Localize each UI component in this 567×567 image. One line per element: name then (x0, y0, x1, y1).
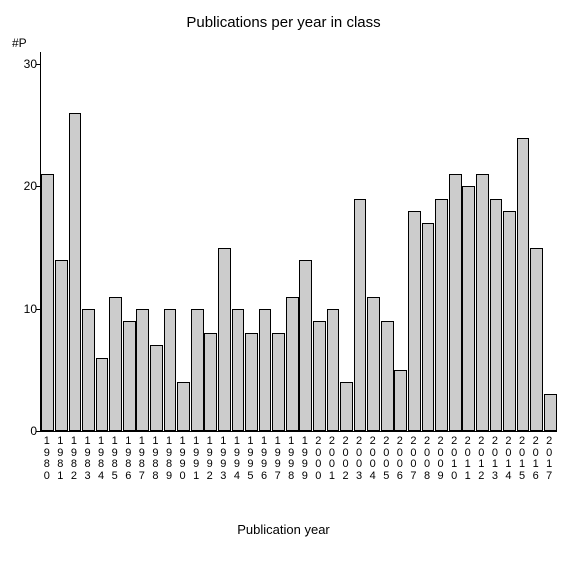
x-tick-label: 1 9 8 0 (41, 436, 53, 482)
bar (286, 297, 299, 431)
bar (327, 309, 340, 431)
x-tick-label: 2 0 0 4 (367, 436, 379, 482)
x-tick-label: 2 0 0 3 (353, 436, 365, 482)
bar (408, 211, 421, 431)
bar (462, 186, 475, 431)
bar (381, 321, 394, 431)
bar (340, 382, 353, 431)
bar (367, 297, 380, 431)
bar (394, 370, 407, 431)
x-tick-label: 1 9 8 8 (149, 436, 161, 482)
chart-container: Publications per year in class #P 0 10 20 3… (0, 0, 567, 567)
y-tick-mark (36, 309, 40, 310)
bar (164, 309, 177, 431)
bar (218, 248, 231, 431)
x-tick-label: 1 9 8 1 (54, 436, 66, 482)
bar (272, 333, 285, 431)
x-tick-label: 1 9 8 5 (109, 436, 121, 482)
x-tick-label: 1 9 8 2 (68, 436, 80, 482)
x-tick-label: 1 9 9 3 (217, 436, 229, 482)
x-tick-label: 1 9 9 5 (244, 436, 256, 482)
x-axis-label: Publication year (0, 522, 567, 537)
bar (204, 333, 217, 431)
bar (177, 382, 190, 431)
x-tick-label: 2 0 1 1 (462, 436, 474, 482)
x-tick-label: 1 9 8 7 (136, 436, 148, 482)
y-tick-mark (36, 431, 40, 432)
bar (544, 394, 557, 431)
bar (517, 138, 530, 431)
bar (354, 199, 367, 431)
bar (69, 113, 82, 431)
bar (259, 309, 272, 431)
x-tick-label: 2 0 0 5 (380, 436, 392, 482)
x-tick-label: 1 9 9 8 (285, 436, 297, 482)
bar (96, 358, 109, 431)
bar (313, 321, 326, 431)
bar (422, 223, 435, 431)
x-tick-label: 2 0 0 6 (394, 436, 406, 482)
x-tick-label: 2 0 0 9 (435, 436, 447, 482)
x-tick-label: 2 0 0 1 (326, 436, 338, 482)
x-tick-label: 2 0 0 7 (407, 436, 419, 482)
x-tick-label: 1 9 9 1 (190, 436, 202, 482)
bar (150, 345, 163, 431)
bar (82, 309, 95, 431)
bar (109, 297, 122, 431)
y-axis-label: #P (12, 36, 27, 50)
x-tick-label: 1 9 8 3 (82, 436, 94, 482)
x-tick-label: 2 0 0 2 (340, 436, 352, 482)
x-tick-label: 2 0 1 3 (489, 436, 501, 482)
bar (245, 333, 258, 431)
bar (435, 199, 448, 431)
bars-group (41, 52, 557, 431)
chart-title: Publications per year in class (0, 14, 567, 31)
x-tick-label: 2 0 0 8 (421, 436, 433, 482)
plot-area (40, 52, 557, 432)
x-tick-label: 1 9 8 6 (122, 436, 134, 482)
x-tick-label: 2 0 1 0 (448, 436, 460, 482)
x-tick-label: 1 9 9 4 (231, 436, 243, 482)
y-tick-label: 0 (7, 424, 37, 438)
bar (123, 321, 136, 431)
bar (191, 309, 204, 431)
y-tick-label: 20 (7, 179, 37, 193)
x-tick-label: 2 0 1 6 (530, 436, 542, 482)
x-tick-label: 1 9 9 0 (177, 436, 189, 482)
bar (136, 309, 149, 431)
y-tick-mark (36, 186, 40, 187)
bar (299, 260, 312, 431)
bar (503, 211, 516, 431)
bar (232, 309, 245, 431)
y-tick-mark (36, 64, 40, 65)
y-tick-label: 30 (7, 57, 37, 71)
x-tick-label: 2 0 1 4 (502, 436, 514, 482)
bar (55, 260, 68, 431)
x-tick-label: 1 9 9 2 (204, 436, 216, 482)
x-tick-label: 2 0 0 0 (312, 436, 324, 482)
x-tick-label: 1 9 9 7 (272, 436, 284, 482)
bar (41, 174, 54, 431)
x-tick-label: 2 0 1 5 (516, 436, 528, 482)
bar (490, 199, 503, 431)
bar (530, 248, 543, 431)
x-tick-label: 1 9 8 4 (95, 436, 107, 482)
y-tick-label: 10 (7, 302, 37, 316)
x-tick-label: 1 9 9 9 (299, 436, 311, 482)
x-tick-label: 1 9 8 9 (163, 436, 175, 482)
x-tick-label: 2 0 1 7 (543, 436, 555, 482)
bar (476, 174, 489, 431)
bar (449, 174, 462, 431)
x-tick-label: 1 9 9 6 (258, 436, 270, 482)
x-tick-label: 2 0 1 2 (475, 436, 487, 482)
